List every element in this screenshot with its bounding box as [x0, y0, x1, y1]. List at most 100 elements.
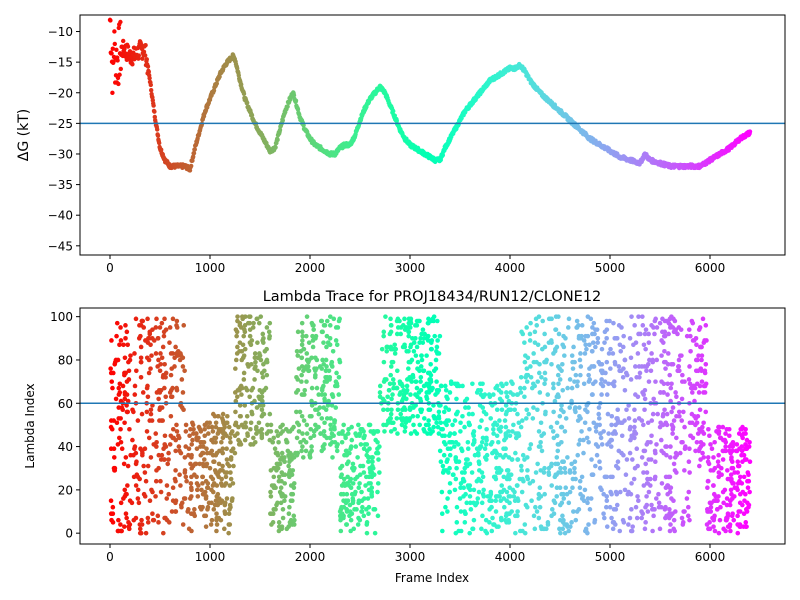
lambda-point [686, 489, 692, 495]
lambda-point [506, 455, 512, 460]
lambda-point [350, 500, 356, 506]
lambda-point [304, 379, 309, 384]
lambda-point [572, 379, 577, 384]
lambda-point [350, 481, 356, 486]
lambda-point [735, 513, 740, 519]
lambda-point [630, 524, 635, 529]
dg-point [110, 90, 115, 96]
lambda-point [123, 323, 128, 328]
lambda-point [502, 437, 507, 443]
lambda-point [725, 476, 731, 482]
lambda-point [254, 405, 260, 410]
dg-point [157, 140, 162, 146]
lambda-point [205, 507, 210, 512]
lambda-point [304, 333, 309, 339]
lambda-point [710, 468, 716, 473]
dg-point [214, 81, 219, 86]
lambda-point [168, 372, 174, 378]
lambda-point [679, 515, 685, 521]
lambda-point [428, 361, 433, 367]
lambda-point [197, 461, 202, 467]
lambda-point [549, 513, 554, 519]
lambda-point [604, 498, 610, 503]
lambda-point [278, 457, 283, 462]
lambda-point [598, 381, 604, 387]
lambda-point [453, 530, 459, 536]
lambda-point [356, 515, 361, 521]
lambda-point [671, 329, 677, 335]
lambda-point [382, 377, 388, 382]
dg-point [149, 87, 154, 93]
lambda-point [163, 374, 168, 380]
lambda-point [434, 349, 439, 354]
lambda-point [119, 446, 125, 452]
lambda-point [483, 517, 489, 523]
lambda-point [684, 496, 690, 501]
lambda-point [527, 331, 533, 337]
lambda-point [347, 513, 352, 519]
lambda-point [501, 474, 507, 480]
lambda-point [431, 368, 437, 374]
lambda-point [502, 504, 507, 510]
lambda-point [725, 524, 731, 529]
lambda-point [662, 407, 667, 413]
lambda-point [361, 435, 366, 441]
lambda-point [472, 452, 478, 458]
lambda-point [109, 338, 114, 343]
lambda-point [311, 327, 316, 332]
lambda-point [661, 381, 667, 387]
lambda-point [173, 468, 178, 473]
lambda-point [148, 411, 154, 417]
lambda-point [665, 381, 671, 387]
lambda-point [182, 496, 188, 501]
lambda-point [313, 355, 318, 361]
lambda-point [586, 439, 591, 445]
lambda-point [303, 439, 309, 445]
lambda-point [498, 498, 504, 503]
lambda-point [555, 448, 561, 454]
lambda-point [744, 437, 750, 443]
lambda-point [538, 420, 544, 426]
lambda-point [140, 390, 146, 395]
lambda-point [720, 437, 726, 443]
lambda-point [717, 424, 722, 430]
lambda-point [209, 500, 214, 506]
dg-point [115, 58, 120, 63]
lambda-point [484, 437, 489, 443]
lambda-point [225, 461, 230, 467]
lambda-point [125, 342, 131, 348]
lambda-point [549, 338, 554, 343]
lambda-point [138, 355, 144, 361]
lambda-point [632, 323, 637, 328]
dg-point [249, 113, 255, 118]
lambda-point [210, 476, 216, 482]
lambda-point [734, 442, 740, 447]
dg-point [112, 41, 118, 47]
lambda-point [294, 409, 299, 415]
lambda-point [471, 487, 477, 493]
lambda-point [177, 472, 182, 478]
lambda-point [572, 407, 578, 413]
lambda-point [524, 407, 530, 413]
lambda-point [712, 528, 718, 534]
lambda-point [146, 370, 152, 376]
lambda-point [557, 485, 563, 491]
lambda-point [705, 459, 711, 465]
dg-point [146, 69, 151, 74]
dg-point [189, 163, 194, 169]
lambda-point [499, 483, 504, 488]
lambda-point [164, 483, 170, 488]
lambda-point [536, 429, 542, 434]
lambda-point [454, 411, 459, 417]
lambda-point [384, 349, 390, 354]
lambda-point [691, 383, 696, 389]
lambda-point [125, 463, 131, 469]
lambda-point [551, 381, 556, 387]
lambda-point [414, 385, 420, 391]
dg-point [239, 82, 244, 87]
lambda-point [645, 361, 651, 367]
lambda-point [532, 526, 538, 532]
lambda-point [605, 411, 611, 417]
lambda-point [743, 520, 749, 525]
lambda-point [116, 416, 122, 421]
